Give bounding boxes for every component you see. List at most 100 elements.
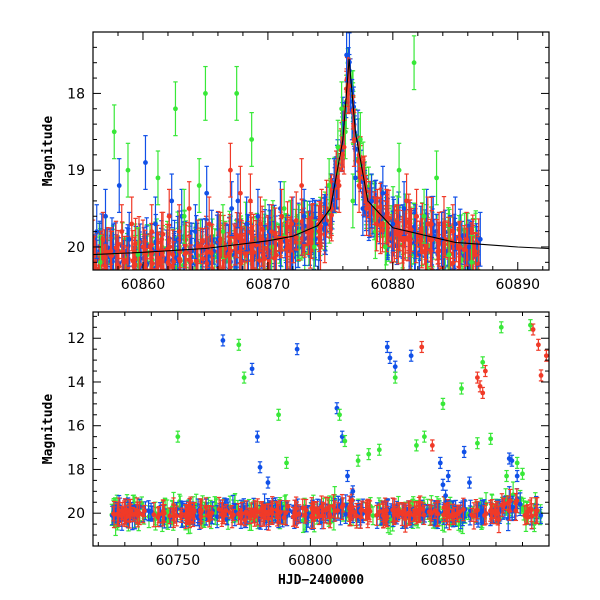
red-point bbox=[414, 188, 419, 244]
night-point bbox=[170, 229, 176, 270]
red-point bbox=[119, 204, 125, 260]
baseline-point bbox=[315, 506, 321, 519]
red-point bbox=[279, 188, 285, 244]
green-point bbox=[234, 65, 240, 121]
x-tick-label: 60890 bbox=[495, 277, 540, 293]
night-point bbox=[293, 224, 299, 251]
blue-point bbox=[322, 196, 328, 252]
green-point bbox=[236, 338, 242, 351]
baseline-point bbox=[325, 497, 331, 520]
red-point bbox=[475, 371, 480, 384]
night-point bbox=[167, 224, 173, 269]
green-point bbox=[434, 150, 439, 206]
baseline-point bbox=[429, 505, 434, 522]
baseline-point bbox=[161, 503, 167, 523]
baseline-point bbox=[331, 494, 336, 519]
blue-point bbox=[255, 188, 261, 244]
baseline-point bbox=[469, 507, 475, 522]
green-point bbox=[514, 456, 520, 469]
lower-plot-frame bbox=[92, 311, 550, 547]
red-point bbox=[319, 188, 325, 244]
green-point bbox=[203, 65, 208, 121]
baseline-point bbox=[321, 503, 327, 530]
blue-point bbox=[360, 181, 366, 237]
baseline-point bbox=[114, 503, 120, 526]
red-point bbox=[538, 369, 544, 382]
red-point bbox=[159, 211, 165, 267]
green-point bbox=[196, 158, 202, 214]
red-point bbox=[419, 340, 425, 354]
blue-point bbox=[153, 196, 158, 252]
blue-point bbox=[509, 454, 515, 467]
lower-y-axis-label: Magnitude bbox=[41, 394, 56, 465]
green-point bbox=[504, 469, 509, 483]
baseline-point bbox=[482, 505, 487, 526]
blue-point bbox=[301, 188, 307, 244]
night-point bbox=[273, 234, 279, 270]
baseline-point bbox=[412, 501, 418, 521]
night-point bbox=[472, 231, 478, 270]
blue-point bbox=[350, 485, 356, 498]
blue-point bbox=[126, 211, 132, 267]
green-point bbox=[480, 356, 486, 369]
night-point bbox=[226, 236, 232, 270]
baseline-point bbox=[395, 502, 401, 518]
upper-axes: 60860 60870 60880 60890 18 19 20 bbox=[67, 31, 549, 293]
red-point bbox=[206, 196, 212, 252]
blue-point bbox=[249, 362, 255, 375]
red-point bbox=[248, 173, 253, 229]
green-point bbox=[311, 219, 317, 270]
blue-point bbox=[440, 478, 446, 491]
baseline-point bbox=[171, 503, 176, 521]
red-point bbox=[336, 158, 342, 214]
baseline-point bbox=[229, 505, 235, 529]
night-point bbox=[378, 196, 383, 255]
night-point bbox=[186, 236, 192, 270]
red-point bbox=[195, 219, 201, 270]
y-tick-label: 16 bbox=[67, 419, 85, 435]
blue-point bbox=[334, 402, 340, 415]
baseline-point bbox=[399, 501, 405, 527]
red-point bbox=[543, 349, 549, 362]
night-point bbox=[113, 220, 119, 270]
baseline-point bbox=[209, 505, 215, 521]
green-point bbox=[366, 448, 372, 461]
green-point bbox=[411, 35, 417, 91]
upper-plot-frame bbox=[92, 31, 550, 271]
blue-point bbox=[352, 150, 358, 206]
red-point bbox=[374, 196, 379, 252]
night-point bbox=[456, 222, 462, 270]
blue-point bbox=[401, 181, 407, 237]
baseline-point bbox=[223, 503, 229, 518]
red-point bbox=[480, 386, 486, 399]
baseline-point bbox=[146, 500, 151, 522]
baseline-point bbox=[353, 506, 359, 527]
baseline-point bbox=[296, 504, 302, 524]
baseline-point bbox=[435, 500, 440, 527]
blue-point bbox=[369, 173, 374, 229]
baseline-point bbox=[184, 507, 190, 524]
baseline-point bbox=[119, 501, 125, 520]
baseline-point bbox=[263, 503, 268, 521]
green-point bbox=[155, 150, 161, 206]
baseline-point bbox=[243, 500, 249, 524]
blue-point bbox=[235, 173, 241, 229]
red-point bbox=[425, 196, 431, 252]
green-point bbox=[520, 467, 525, 480]
green-point bbox=[396, 142, 402, 198]
baseline-point bbox=[383, 512, 389, 527]
blue-point bbox=[466, 219, 472, 270]
blue-point bbox=[461, 445, 467, 459]
night-point bbox=[285, 201, 290, 254]
green-point bbox=[281, 181, 287, 237]
baseline-point bbox=[312, 501, 317, 518]
blue-point bbox=[384, 340, 390, 354]
baseline-point bbox=[155, 507, 161, 528]
baseline-point bbox=[269, 502, 275, 526]
baseline-point bbox=[416, 502, 422, 522]
y-tick-label: 19 bbox=[67, 163, 85, 179]
lower-axes: 60750 60800 60850 12 14 16 18 20 bbox=[67, 312, 550, 569]
blue-point bbox=[257, 461, 263, 474]
green-point bbox=[173, 81, 178, 137]
blue-point bbox=[294, 343, 300, 356]
